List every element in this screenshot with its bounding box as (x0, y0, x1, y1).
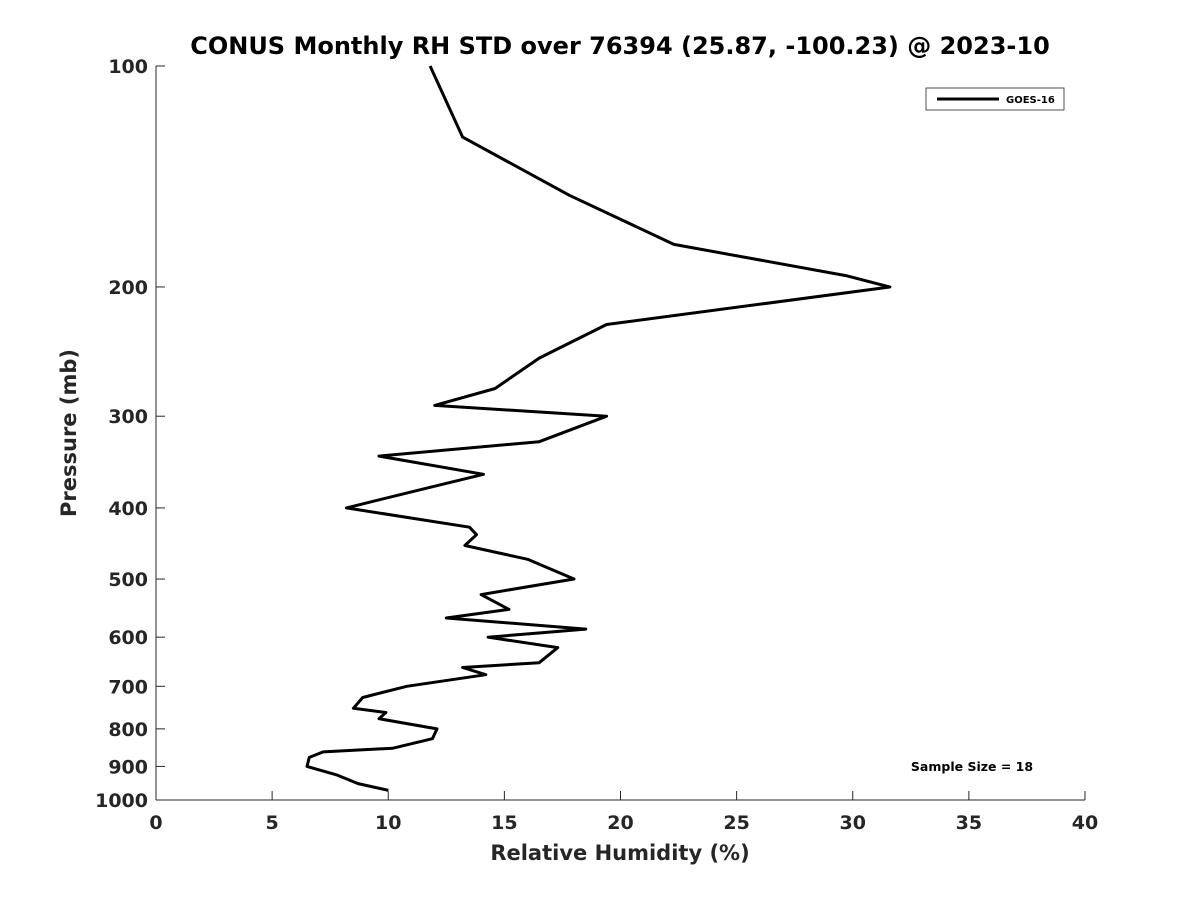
y-tick-label: 900 (108, 756, 148, 778)
x-tick-label: 35 (956, 812, 982, 834)
y-tick-label: 800 (108, 719, 148, 741)
x-tick-label: 30 (840, 812, 866, 834)
series-layer (305, 65, 892, 792)
legend-label: GOES-16 (1006, 95, 1055, 106)
y-axis-label: Pressure (mb) (57, 349, 81, 517)
y-tick-label: 300 (108, 406, 148, 428)
series-line (305, 65, 892, 792)
y-tick-label: 600 (108, 627, 148, 649)
x-tick-label: 40 (1072, 812, 1098, 834)
x-axis-label: Relative Humidity (%) (490, 841, 749, 865)
chart-title: CONUS Monthly RH STD over 76394 (25.87, … (190, 32, 1050, 60)
y-tick-label: 500 (108, 569, 148, 591)
y-tick-label: 200 (108, 277, 148, 299)
x-tick-label: 15 (491, 812, 517, 834)
legend: GOES-16 (925, 87, 1065, 111)
sample-size-annotation: Sample Size = 18 (911, 759, 1033, 774)
y-tick-label: 700 (108, 676, 148, 698)
x-tick-label: 25 (723, 812, 749, 834)
x-tick-label: 5 (266, 812, 279, 834)
y-tick-label: 100 (108, 56, 148, 78)
y-tick-label: 1000 (95, 790, 148, 812)
x-tick-label: 10 (375, 812, 401, 834)
x-tick-label: 0 (149, 812, 162, 834)
x-ticks: 0 5 10 15 20 25 30 35 40 (149, 791, 1098, 834)
y-tick-label: 400 (108, 498, 148, 520)
x-tick-label: 20 (607, 812, 633, 834)
y-ticks: 100 200 300 400 500 600 700 800 900 1000 (95, 56, 165, 812)
